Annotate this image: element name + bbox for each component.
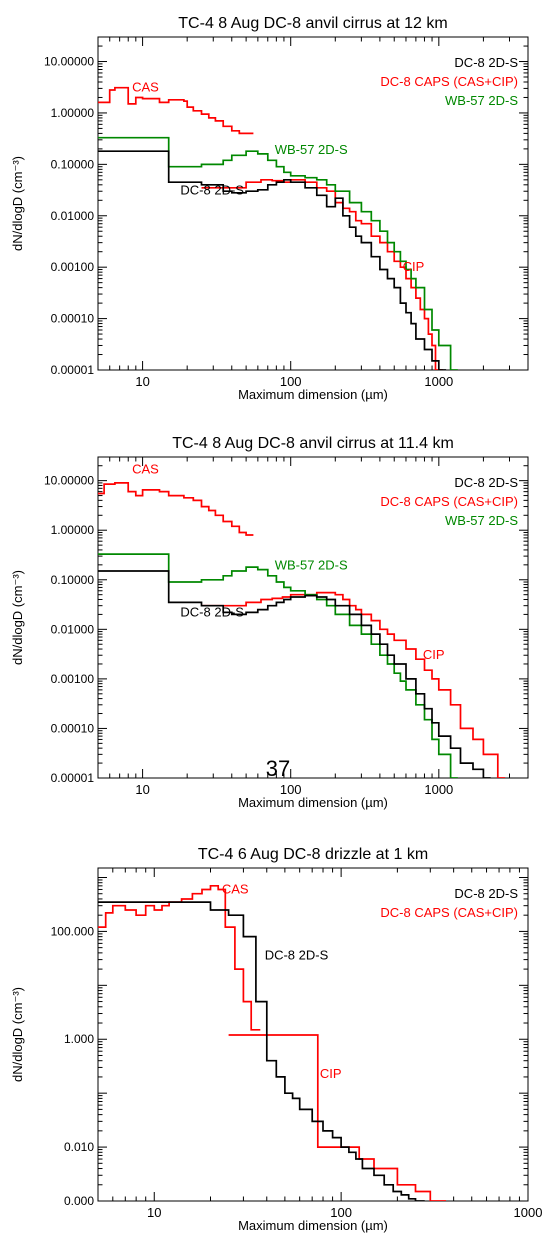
annotation: WB-57 2D-S <box>275 558 348 573</box>
chart-panel-3: TC-4 6 Aug DC-8 drizzle at 1 km Maximum d… <box>10 846 542 1233</box>
legend-entry: DC-8 2D-S <box>454 475 518 490</box>
annotation: CIP <box>403 259 425 274</box>
page-number: 37 <box>266 756 290 781</box>
legend-entry: DC-8 2D-S <box>454 886 518 901</box>
series-line <box>98 884 261 1031</box>
y-tick-label: 0.00001 <box>51 363 95 377</box>
y-tick-label: 0.00010 <box>51 312 95 326</box>
annotation: CAS <box>222 882 249 897</box>
x-tick-label: 10 <box>147 1205 161 1220</box>
y-tick-label: 10.00000 <box>44 474 94 488</box>
annotation: DC-8 2D-S <box>180 182 244 197</box>
series-line <box>98 150 447 370</box>
x-tick-label: 1000 <box>514 1205 543 1220</box>
legend-entry: WB-57 2D-S <box>445 513 518 528</box>
y-tick-label: 1.00000 <box>51 523 95 537</box>
y-axis-label: dN/dlogD (cm⁻³) <box>10 156 25 251</box>
y-tick-label: 0.00100 <box>51 672 95 686</box>
plot-frame <box>97 456 529 779</box>
legend-entry: DC-8 2D-S <box>454 55 518 70</box>
annotation: DC-8 2D-S <box>265 948 329 963</box>
y-tick-label: 10.00000 <box>44 55 94 69</box>
series-line <box>98 570 491 778</box>
y-tick-label: 0.01000 <box>51 209 95 223</box>
annotation: DC-8 2D-S <box>180 605 244 620</box>
x-tick-label: 100 <box>330 1205 352 1220</box>
x-tick-label: 1000 <box>424 374 453 389</box>
series-line <box>98 901 425 1201</box>
y-tick-label: 0.01000 <box>51 622 95 636</box>
series-line <box>201 591 506 778</box>
plot-frame <box>97 36 529 371</box>
y-tick-label: 1.000 <box>64 1032 94 1046</box>
series-line <box>98 136 458 370</box>
chart-title: TC-4 8 Aug DC-8 anvil cirrus at 12 km <box>178 15 447 32</box>
series-line <box>98 86 254 135</box>
annotation: CIP <box>423 647 445 662</box>
y-tick-label: 0.00010 <box>51 721 95 735</box>
y-tick-label: 0.00001 <box>51 771 95 785</box>
x-axis-label: Maximum dimension (µm) <box>238 1218 388 1233</box>
x-tick-label: 10 <box>135 374 149 389</box>
x-tick-label: 10 <box>135 782 149 797</box>
y-axis-label: dN/dlogD (cm⁻³) <box>10 570 25 665</box>
legend-entry: WB-57 2D-S <box>445 93 518 108</box>
y-tick-label: 0.10000 <box>51 573 95 587</box>
legend-entry: DC-8 CAPS (CAS+CIP) <box>380 74 518 89</box>
chart-panel-2: TC-4 8 Aug DC-8 anvil cirrus at 11.4 km M… <box>10 435 529 810</box>
y-tick-label: 1.00000 <box>51 106 95 120</box>
chart-title: TC-4 8 Aug DC-8 anvil cirrus at 11.4 km <box>172 435 454 452</box>
annotation: CIP <box>320 1066 342 1081</box>
x-tick-label: 1000 <box>424 782 453 797</box>
legend-entry: DC-8 CAPS (CAS+CIP) <box>380 494 518 509</box>
y-tick-label: 0.000 <box>64 1194 94 1208</box>
annotation: WB-57 2D-S <box>275 142 348 157</box>
series-line <box>98 482 254 536</box>
series-line <box>228 1034 446 1201</box>
chart-panel-1: TC-4 8 Aug DC-8 anvil cirrus at 12 km Max… <box>10 15 529 402</box>
series-line <box>201 178 443 370</box>
y-tick-label: 0.10000 <box>51 157 95 171</box>
series-line <box>98 553 458 778</box>
annotation: CAS <box>132 461 159 476</box>
y-tick-label: 0.00100 <box>51 260 95 274</box>
x-tick-label: 100 <box>280 782 302 797</box>
y-tick-label: 0.010 <box>64 1140 94 1154</box>
plot-frame <box>97 867 529 1202</box>
chart-title: TC-4 6 Aug DC-8 drizzle at 1 km <box>198 846 428 863</box>
legend-entry: DC-8 CAPS (CAS+CIP) <box>380 905 518 920</box>
x-axis-label: Maximum dimension (µm) <box>238 387 388 402</box>
y-tick-label: 100.000 <box>51 924 95 938</box>
x-axis-label: Maximum dimension (µm) <box>238 795 388 810</box>
x-tick-label: 100 <box>280 374 302 389</box>
annotation: CAS <box>132 80 159 95</box>
y-axis-label: dN/dlogD (cm⁻³) <box>10 987 25 1082</box>
